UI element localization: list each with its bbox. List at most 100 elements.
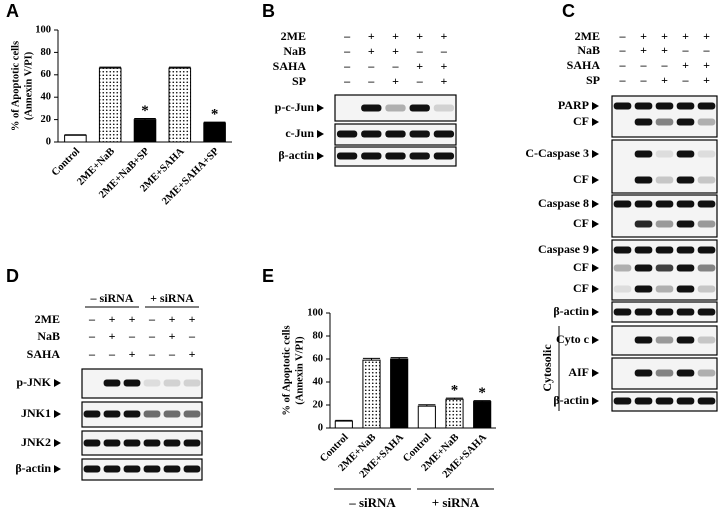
band xyxy=(163,439,181,447)
significance: * xyxy=(451,383,459,399)
band xyxy=(183,465,201,473)
y-axis-label: (Annexin V/PI) xyxy=(294,336,305,405)
band xyxy=(83,439,101,447)
band xyxy=(83,410,101,418)
band xyxy=(83,465,101,473)
panel-letter: C xyxy=(562,1,575,21)
panel-letter: A xyxy=(6,1,19,21)
bar xyxy=(133,119,157,143)
band xyxy=(697,285,716,293)
lane-sign: + xyxy=(703,58,710,72)
band xyxy=(676,397,695,405)
bar xyxy=(64,134,87,143)
lane-sign: – xyxy=(619,29,627,43)
band xyxy=(634,264,653,272)
lane-sign: + xyxy=(682,58,689,72)
band xyxy=(143,465,161,473)
y-tick-label: 60 xyxy=(41,69,52,80)
band-label: PARP xyxy=(558,98,589,112)
band xyxy=(676,220,695,228)
bar xyxy=(390,358,409,429)
band xyxy=(655,246,674,254)
band xyxy=(433,152,455,160)
band xyxy=(676,369,695,377)
band-label: JNK2 xyxy=(21,435,51,449)
band-label: JNK1 xyxy=(21,406,51,420)
lane-sign: + xyxy=(392,44,399,58)
band xyxy=(676,150,695,158)
lane-sign: – xyxy=(343,29,351,43)
band xyxy=(103,465,121,473)
band-label: C-Caspase 3 xyxy=(525,146,589,160)
band xyxy=(183,379,201,387)
lane-sign: – xyxy=(168,347,176,361)
band-label: c-Jun xyxy=(285,126,314,140)
lane-sign: + xyxy=(129,312,136,326)
band xyxy=(103,439,121,447)
band xyxy=(634,397,653,405)
treatment-label: 2ME xyxy=(281,29,306,43)
band xyxy=(634,369,653,377)
band xyxy=(613,308,632,316)
treatment-label: NaB xyxy=(577,43,600,57)
y-tick-label: 80 xyxy=(41,47,52,58)
lane-sign: – xyxy=(367,59,375,73)
lane-sign: – xyxy=(148,312,156,326)
lane-sign: – xyxy=(619,43,627,57)
lane-sign: + xyxy=(703,73,710,87)
band xyxy=(655,102,674,110)
bar xyxy=(98,67,122,143)
band-label: Cyto c xyxy=(556,332,590,346)
significance: * xyxy=(478,385,486,401)
band xyxy=(613,246,632,254)
lane-sign: – xyxy=(440,44,448,58)
band xyxy=(676,308,695,316)
lane-sign: + xyxy=(392,74,399,88)
treatment-label: SP xyxy=(292,74,306,88)
panel-letter: D xyxy=(6,266,19,286)
bar xyxy=(445,398,464,429)
band xyxy=(697,176,716,184)
y-tick-label: 0 xyxy=(318,422,323,433)
lane-sign: – xyxy=(343,44,351,58)
band xyxy=(634,150,653,158)
x-tick-label: Control xyxy=(50,146,82,178)
band-label: CF xyxy=(573,281,589,295)
band xyxy=(336,130,358,138)
band-label: β-actin xyxy=(278,148,314,162)
bar xyxy=(203,122,226,143)
band xyxy=(655,308,674,316)
y-tick-label: 60 xyxy=(313,353,324,364)
band xyxy=(655,369,674,377)
band xyxy=(676,246,695,254)
blot-frame xyxy=(81,401,203,428)
y-tick-label: 40 xyxy=(313,376,324,387)
group-label: + siRNA xyxy=(432,495,480,510)
band xyxy=(103,379,121,387)
lane-sign: + xyxy=(109,312,116,326)
band xyxy=(697,336,716,344)
band-arrow xyxy=(54,379,61,387)
band-arrow xyxy=(317,104,324,112)
lane-sign: + xyxy=(640,43,647,57)
lane-sign: – xyxy=(619,58,627,72)
band xyxy=(676,118,695,126)
band-label: CF xyxy=(573,260,589,274)
panel-letter: B xyxy=(262,1,275,21)
y-tick-label: 0 xyxy=(46,136,51,147)
band-label: CF xyxy=(573,216,589,230)
treatment-label: 2ME xyxy=(575,29,600,43)
band xyxy=(676,200,695,208)
lane-sign: – xyxy=(367,74,375,88)
y-tick-label: 80 xyxy=(313,330,324,341)
blot-frame xyxy=(611,95,718,138)
lane-sign: – xyxy=(703,43,711,57)
lane-sign: + xyxy=(416,59,423,73)
lane-sign: – xyxy=(148,347,156,361)
treatment-label: SP xyxy=(586,73,600,87)
band xyxy=(336,152,358,160)
y-tick-label: 40 xyxy=(41,92,52,103)
band xyxy=(143,379,161,387)
lane-sign: + xyxy=(189,347,196,361)
treatment-label: SAHA xyxy=(273,59,307,73)
